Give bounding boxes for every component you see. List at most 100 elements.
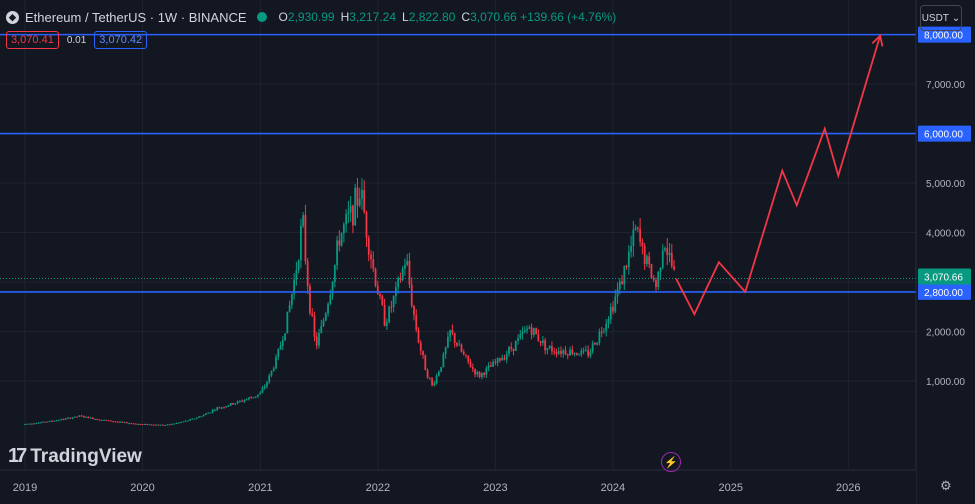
candle [89, 417, 92, 419]
candle [98, 419, 101, 421]
candle [444, 347, 447, 355]
candle [338, 240, 341, 246]
candle [587, 350, 590, 356]
candle [580, 350, 583, 355]
price-tick-label: 1,000.00 [926, 377, 965, 388]
sell-button[interactable]: 3,070.41 [6, 31, 59, 49]
candle [315, 336, 318, 346]
candle [347, 212, 350, 214]
gear-icon[interactable]: ⚙ [940, 478, 952, 493]
candle [182, 421, 185, 423]
price-tick-label: 4,000.00 [926, 229, 965, 240]
candle [67, 417, 69, 419]
candle [539, 340, 542, 343]
candle [216, 407, 219, 410]
currency-label: USDT [921, 12, 949, 24]
candle [650, 264, 653, 279]
candle [557, 350, 560, 354]
candle [514, 340, 517, 351]
candle [302, 215, 305, 226]
candle [460, 344, 463, 352]
candle [433, 383, 436, 386]
candle [225, 406, 228, 408]
candle [367, 237, 370, 255]
symbol-title[interactable]: Ethereum / TetherUS · 1W · BINANCE [25, 9, 247, 25]
candle [480, 372, 483, 377]
candle [55, 420, 58, 422]
candle [406, 260, 409, 265]
lightning-icon[interactable]: ⚡ [661, 452, 681, 472]
candle [254, 396, 257, 398]
candle [64, 418, 67, 420]
candle [252, 397, 255, 399]
candle [614, 296, 617, 312]
candle [333, 265, 336, 282]
candle [564, 350, 567, 355]
candle [517, 338, 519, 341]
candle [422, 350, 424, 356]
candle [424, 355, 427, 371]
candle [521, 331, 524, 335]
chart-grid [0, 0, 916, 470]
candle [71, 417, 74, 419]
candle [492, 361, 495, 367]
candle [261, 388, 264, 393]
candle [119, 421, 121, 423]
candle [456, 342, 458, 346]
candle [551, 345, 553, 352]
low-value: 2,822.80 [408, 10, 456, 24]
price-tick-label: 7,000.00 [926, 80, 965, 91]
candle [24, 423, 26, 425]
candle [26, 423, 29, 425]
time-tick-label: 2024 [601, 482, 625, 494]
candle [306, 261, 309, 287]
candle [243, 400, 246, 402]
price-axis-bg [916, 0, 975, 504]
candle [483, 372, 485, 375]
candle [584, 350, 587, 352]
candle [661, 250, 664, 268]
time-tick-label: 2025 [719, 482, 743, 494]
candle [128, 423, 130, 425]
candle [94, 418, 97, 420]
candle [426, 370, 429, 378]
candle [451, 329, 454, 334]
candle [297, 260, 300, 271]
candle [376, 285, 379, 295]
candle [496, 358, 499, 363]
candle [392, 296, 395, 308]
candle [544, 340, 547, 351]
candle [437, 371, 440, 376]
chevron-down-icon: ⌄ [951, 12, 961, 24]
candle [537, 334, 540, 341]
candle [48, 420, 51, 422]
candle [220, 407, 223, 409]
candle [82, 416, 85, 418]
candle [275, 357, 277, 369]
candle [612, 306, 614, 312]
candle [214, 409, 216, 411]
candle [105, 419, 108, 421]
candle [195, 417, 198, 419]
candle [320, 326, 323, 333]
candle [603, 330, 605, 332]
candle [582, 350, 585, 352]
candle [73, 416, 76, 418]
buy-button[interactable]: 3,070.42 [94, 31, 148, 49]
candle [207, 412, 210, 414]
candle [318, 332, 320, 346]
candle [191, 418, 194, 420]
projection-arrowhead [871, 33, 884, 47]
candle [110, 420, 112, 422]
candle [277, 349, 280, 358]
candle [546, 348, 549, 351]
candle [474, 368, 476, 375]
candle [503, 357, 506, 360]
candle [39, 422, 42, 424]
candle [657, 271, 660, 288]
currency-selector[interactable]: USDT ⌄ [920, 5, 962, 31]
candle [381, 296, 384, 305]
current-price-tag-bg [918, 268, 971, 285]
candle [465, 354, 467, 356]
